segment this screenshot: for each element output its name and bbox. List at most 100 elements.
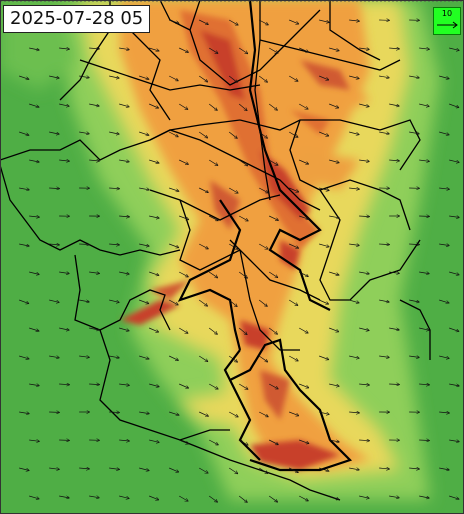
wind-arrow xyxy=(19,75,28,79)
wind-arrow xyxy=(409,132,419,134)
wind-arrow xyxy=(299,215,308,219)
wind-arrow xyxy=(79,356,89,357)
wind-arrow xyxy=(228,411,238,417)
wind-arrow xyxy=(169,467,178,472)
wind-arrow xyxy=(29,384,39,386)
wind-arrow xyxy=(169,187,178,191)
wind-arrow xyxy=(349,188,359,189)
wind-arrow xyxy=(359,384,369,385)
wind-arrow xyxy=(198,299,207,306)
wind-arrow xyxy=(268,495,277,502)
wind-arrow xyxy=(439,244,449,246)
wind-arrow xyxy=(79,244,89,245)
wind-arrow xyxy=(238,271,247,278)
wind-arrow xyxy=(329,495,338,499)
wind-arrow xyxy=(168,75,178,81)
wind-arrow xyxy=(439,299,449,303)
wind-arrow xyxy=(449,384,459,386)
wind-arrow xyxy=(288,75,298,81)
wind-arrow xyxy=(149,215,159,218)
wind-arrow xyxy=(168,355,178,360)
wind-arrow xyxy=(439,131,449,135)
wind-arrow xyxy=(389,160,399,161)
wind-arrow xyxy=(198,19,208,24)
wind-arrow xyxy=(139,243,149,246)
wind-arrow xyxy=(409,76,419,78)
wind-arrow xyxy=(409,299,419,302)
wind-arrow xyxy=(238,159,247,166)
wind-arrow xyxy=(198,75,207,82)
wind-arrow xyxy=(379,76,389,78)
wind-arrow xyxy=(419,495,429,498)
wind-arrow xyxy=(49,356,59,358)
wind-arrow xyxy=(449,103,458,107)
wind-arrow xyxy=(329,440,339,442)
wind-arrow xyxy=(319,243,329,247)
wind-arrow xyxy=(268,383,278,389)
wind-arrow xyxy=(238,103,247,110)
wind-arrow xyxy=(359,216,369,217)
wind-arrow xyxy=(268,103,277,110)
wind-arrow xyxy=(329,159,339,163)
wind-arrow xyxy=(149,495,158,500)
wind-arrow xyxy=(198,355,207,361)
wind-arrow xyxy=(319,355,328,360)
wind-arrow xyxy=(359,160,369,161)
wind-arrow xyxy=(198,131,207,138)
wind-arrow xyxy=(29,327,39,331)
wind-arrow xyxy=(298,103,308,109)
wind-arrow xyxy=(449,47,459,50)
wind-arrow xyxy=(49,131,59,134)
wind-arrow xyxy=(169,243,178,248)
wind-arrow xyxy=(19,412,29,414)
wind-arrow xyxy=(258,411,268,417)
wind-arrow xyxy=(29,216,39,217)
wind-arrow xyxy=(238,47,247,54)
wind-arrow xyxy=(89,327,99,330)
wind-arrow xyxy=(329,216,339,218)
wind-arrow xyxy=(29,271,39,274)
wind-arrow xyxy=(228,75,237,82)
wind-arrow xyxy=(359,48,369,49)
wind-arrow xyxy=(119,216,129,217)
wind-arrow xyxy=(79,76,89,78)
wind-arrow xyxy=(409,468,419,469)
wind-arrow xyxy=(329,103,338,108)
wind-arrow xyxy=(389,384,399,385)
wind-arrow xyxy=(208,271,217,278)
wind-arrow xyxy=(109,412,119,413)
wind-arrow xyxy=(289,411,298,416)
wind-arrow xyxy=(149,271,158,275)
wind-arrow xyxy=(389,48,399,49)
wind-arrow xyxy=(298,495,308,501)
wind-arrow xyxy=(359,103,369,107)
wind-arrow xyxy=(349,20,359,21)
wind-arrow xyxy=(178,103,187,109)
wind-arrow xyxy=(119,384,129,385)
wind-arrow xyxy=(449,327,458,331)
wind-arrow xyxy=(178,327,188,333)
wind-arrow xyxy=(268,47,278,53)
wind-scale-value: 10 xyxy=(441,9,453,18)
wind-arrow xyxy=(268,439,278,445)
wind-arrow xyxy=(319,411,329,414)
wind-arrow xyxy=(149,383,159,387)
wind-scale-legend: 10 xyxy=(433,7,461,35)
wind-arrow xyxy=(228,355,237,362)
wind-arrow xyxy=(79,468,89,469)
wind-arrow xyxy=(109,75,119,78)
wind-arrow xyxy=(288,243,298,248)
wind-arrow xyxy=(59,48,69,49)
wind-arrow xyxy=(119,440,129,441)
wind-arrow xyxy=(178,495,188,501)
wind-arrow xyxy=(449,216,459,217)
wind-arrow xyxy=(89,384,99,385)
wind-arrow xyxy=(59,384,69,385)
wind-arrow xyxy=(228,131,237,138)
wind-arrow xyxy=(29,495,39,499)
wind-arrow xyxy=(19,188,29,190)
wind-arrow xyxy=(258,187,268,193)
wind-arrow xyxy=(289,187,298,192)
wind-arrow xyxy=(299,383,308,388)
wind-arrow xyxy=(59,160,69,161)
